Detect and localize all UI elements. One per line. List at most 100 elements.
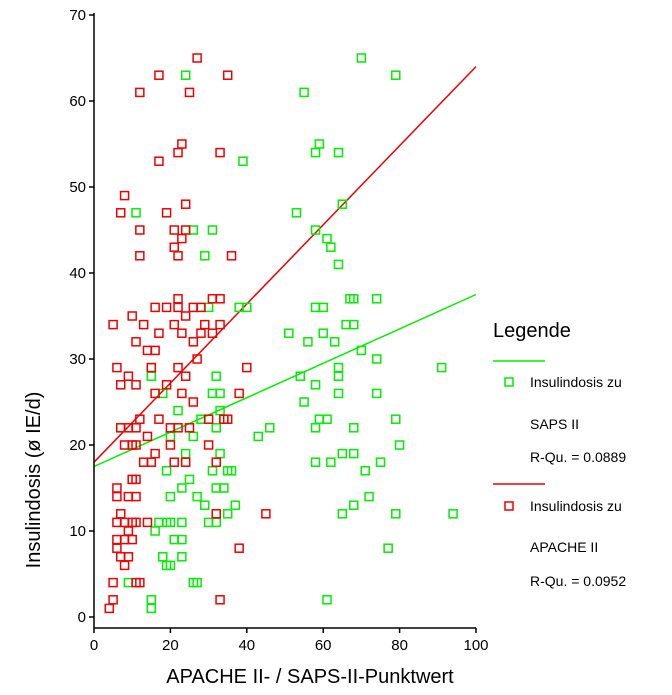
point-saps [234, 302, 244, 313]
point-saps [165, 491, 176, 502]
point-apache [112, 517, 122, 528]
point-apache [131, 440, 141, 450]
point-apache [215, 595, 225, 605]
point-apache [177, 139, 187, 149]
point-apache [135, 251, 145, 261]
point-saps [375, 457, 386, 467]
point-saps [203, 517, 214, 528]
point-apache [165, 440, 176, 450]
point-apache [203, 414, 214, 424]
point-apache [173, 302, 183, 313]
x-tick-label: 0 [90, 637, 98, 654]
point-apache [180, 199, 191, 209]
point-apache [150, 388, 160, 399]
point-apache [173, 294, 183, 304]
point-apache [146, 457, 157, 467]
point-apache [112, 362, 122, 373]
point-saps [349, 500, 359, 510]
point-apache [150, 302, 160, 313]
point-apache [138, 319, 149, 330]
y-tick-label: 70 [69, 7, 86, 24]
point-saps [322, 595, 332, 605]
legend-label-saps-1: Insulindosis zu [530, 374, 622, 390]
point-saps [188, 431, 199, 442]
fit-line-saps [93, 293, 477, 468]
point-apache [215, 294, 225, 304]
point-saps [299, 397, 309, 407]
point-apache [211, 509, 221, 519]
point-apache [135, 577, 145, 588]
point-saps [349, 294, 359, 304]
point-saps [169, 534, 179, 545]
point-apache [177, 328, 187, 338]
legend-label-apache-2: APACHE II [530, 539, 598, 555]
point-saps [200, 251, 210, 261]
point-saps [322, 414, 332, 424]
legend: Legende Insulindosis zu SAPS II R-Qu. = … [493, 320, 626, 589]
point-saps [207, 225, 218, 235]
point-apache [161, 302, 172, 313]
point-apache [222, 70, 233, 80]
point-saps [211, 483, 221, 493]
point-saps [299, 87, 309, 98]
y-tick-label: 40 [69, 265, 86, 282]
point-apache [112, 543, 122, 553]
x-tick-label: 20 [162, 637, 179, 654]
point-saps [337, 509, 348, 519]
point-apache [142, 345, 153, 356]
point-apache [173, 251, 183, 261]
point-apache [154, 70, 164, 80]
point-saps [203, 302, 214, 313]
point-apache [119, 560, 130, 571]
point-apache [131, 380, 141, 390]
point-saps [383, 543, 393, 553]
point-apache [123, 526, 134, 536]
x-tick-label: 60 [315, 637, 332, 654]
point-apache [115, 208, 126, 218]
point-saps [364, 491, 374, 502]
point-saps [318, 302, 328, 313]
point-saps [310, 225, 321, 235]
point-apache [215, 147, 225, 158]
point-saps [219, 483, 229, 493]
tick-labels: 0 10 20 30 40 50 60 70 0 20 40 60 80 100 [69, 7, 488, 654]
point-saps [215, 448, 225, 459]
point-saps [371, 354, 382, 364]
point-apache [196, 328, 206, 338]
point-apache [115, 552, 126, 562]
point-saps [314, 139, 325, 149]
regression-lines [93, 66, 477, 468]
point-saps [131, 208, 141, 218]
point-saps [326, 242, 336, 252]
point-saps [371, 388, 382, 399]
legend-marker-apache [504, 501, 514, 511]
point-apache [177, 233, 187, 244]
legend-marker-saps [504, 377, 514, 387]
point-saps [161, 466, 172, 476]
point-saps [310, 457, 321, 467]
fit-line-apache [93, 66, 477, 463]
point-saps [192, 491, 202, 502]
point-apache [203, 440, 214, 450]
axes [93, 13, 476, 629]
point-saps [349, 319, 359, 330]
point-apache [131, 423, 141, 433]
point-apache [242, 362, 252, 373]
point-saps [230, 500, 241, 510]
point-saps [391, 70, 401, 80]
x-tick-label: 100 [463, 637, 488, 654]
point-saps [207, 466, 218, 476]
point-saps [356, 345, 367, 356]
point-apache [135, 414, 145, 424]
point-apache [119, 534, 130, 545]
point-saps [146, 362, 157, 373]
point-saps [154, 517, 164, 528]
point-apache [112, 491, 122, 502]
point-apache [196, 302, 206, 313]
point-apache [119, 440, 130, 450]
point-apache [146, 362, 157, 373]
y-tick-label: 20 [69, 437, 86, 454]
point-apache [161, 380, 172, 390]
point-saps [211, 423, 221, 433]
point-apache [135, 87, 145, 98]
